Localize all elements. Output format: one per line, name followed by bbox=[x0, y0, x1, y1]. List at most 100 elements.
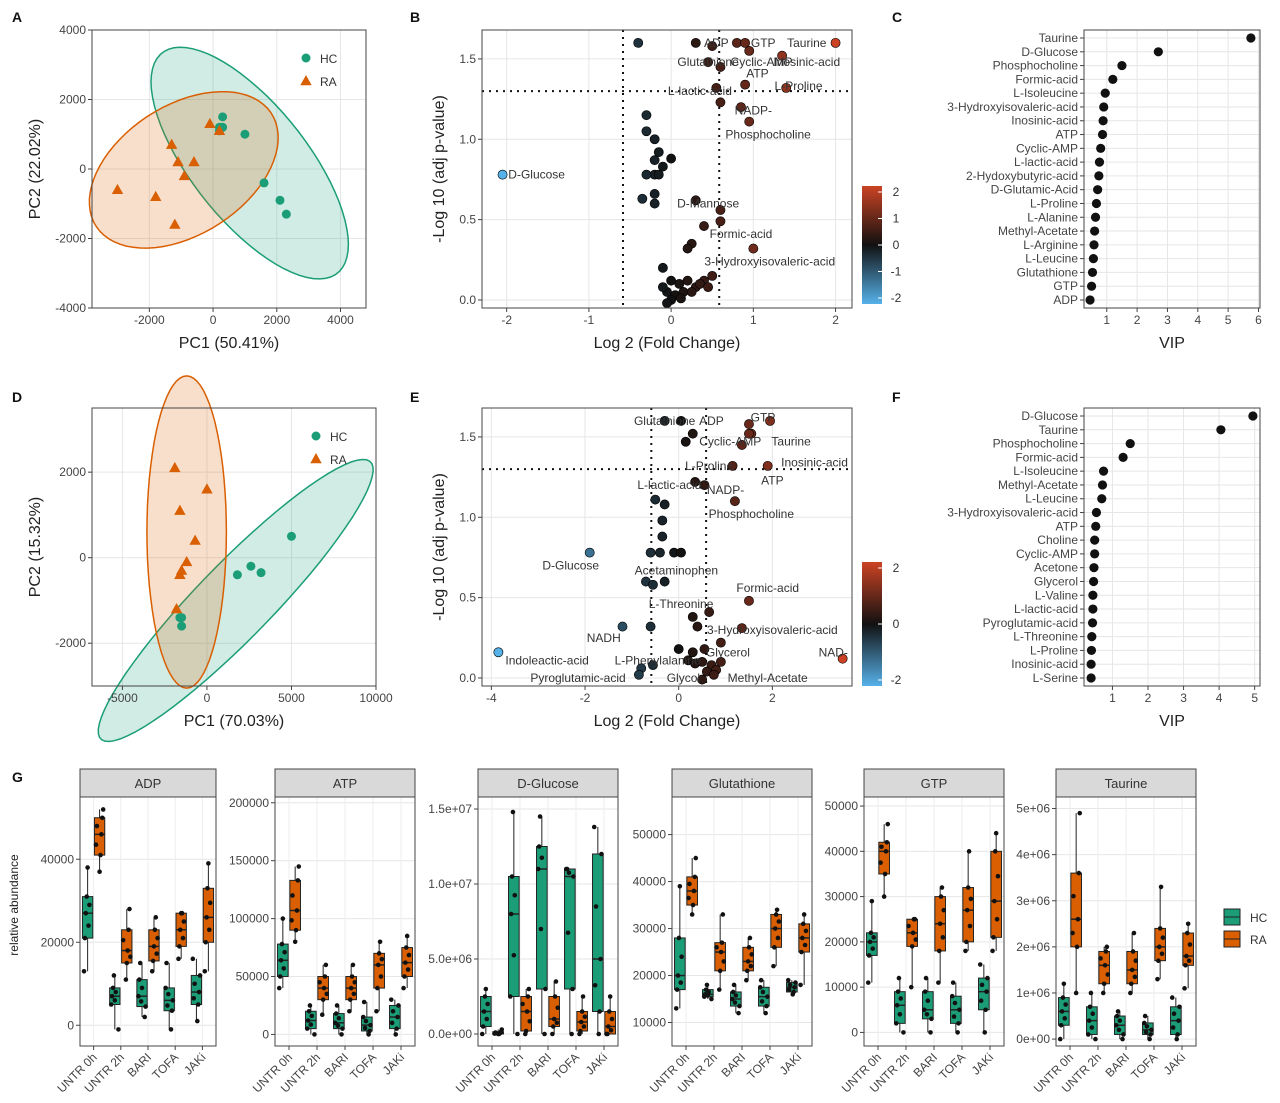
box-hc bbox=[592, 853, 604, 1012]
sample-point bbox=[1156, 944, 1162, 950]
vip-score-point bbox=[1086, 281, 1097, 291]
sample-point bbox=[334, 1003, 340, 1008]
metabolite-point bbox=[584, 547, 595, 558]
vip-score-point bbox=[1088, 254, 1099, 264]
plot-background-D bbox=[92, 408, 376, 686]
sample-point bbox=[901, 1030, 906, 1035]
metabolite-category-label: Cyclic-AMP bbox=[1016, 141, 1078, 155]
sample-point bbox=[894, 1002, 900, 1008]
metabolite-point bbox=[673, 644, 684, 654]
metabolite-category-label: Inosinic-acid bbox=[1011, 657, 1078, 671]
colorbar-tick-label: 2 bbox=[893, 185, 900, 199]
y-tick-label: 5.0e+06 bbox=[428, 952, 472, 966]
metabolite-point bbox=[633, 37, 644, 48]
sample-point bbox=[278, 957, 284, 963]
panel-letter-A: A bbox=[12, 9, 22, 25]
data-point-ra bbox=[175, 564, 188, 575]
metabolite-point bbox=[662, 298, 672, 309]
sample-point bbox=[758, 977, 764, 983]
x-tick-label: 3 bbox=[1164, 313, 1171, 327]
metabolite-label: Inosinic-acid bbox=[781, 456, 848, 470]
x-tick-label: 0 bbox=[204, 691, 211, 705]
x-tick-label: 1 bbox=[1109, 691, 1116, 705]
metabolite-category-label: Taurine bbox=[1039, 31, 1079, 45]
metabolite-point bbox=[744, 428, 754, 439]
sample-point bbox=[956, 1021, 961, 1026]
sample-point bbox=[554, 1020, 560, 1026]
metabolite-point bbox=[715, 637, 726, 648]
metabolite-point bbox=[687, 612, 698, 622]
sample-point bbox=[898, 996, 904, 1001]
sample-point bbox=[591, 824, 597, 830]
sample-point bbox=[990, 948, 995, 954]
sample-point bbox=[293, 927, 299, 933]
sample-point bbox=[939, 885, 945, 890]
y-tick-label: 0 bbox=[67, 1018, 74, 1032]
metabolite-label: Phosphocholine bbox=[725, 127, 811, 141]
sample-point bbox=[923, 975, 929, 981]
sample-point bbox=[582, 1014, 588, 1020]
confidence-ellipse-hc bbox=[97, 458, 374, 743]
sample-point bbox=[394, 1026, 399, 1031]
vip-score-point bbox=[1088, 590, 1098, 600]
sample-point bbox=[884, 839, 890, 845]
x-category-label: BARI bbox=[1102, 1050, 1132, 1080]
sample-point bbox=[332, 1020, 338, 1026]
sample-point bbox=[405, 967, 411, 972]
data-point-hc bbox=[177, 621, 187, 631]
sample-point bbox=[83, 910, 89, 916]
x-tick-label: 5 bbox=[1225, 313, 1232, 327]
sample-point bbox=[709, 996, 714, 1002]
metabolite-label: D-Glucose bbox=[542, 558, 599, 572]
box-ra bbox=[289, 879, 301, 931]
sample-point bbox=[922, 989, 928, 994]
metabolite-label: L-Phenylalanine bbox=[615, 653, 701, 667]
metabolite-label: Acetaminophen bbox=[635, 563, 718, 577]
plot-frame-C bbox=[1083, 29, 1261, 309]
y-tick-label: 4000 bbox=[59, 23, 86, 37]
sample-point bbox=[673, 1006, 679, 1011]
sample-point bbox=[282, 949, 287, 955]
x-tick-label: 10000 bbox=[359, 691, 393, 705]
x-tick-label: 0 bbox=[668, 313, 675, 327]
sample-point bbox=[936, 980, 941, 985]
metabolite-label: Methyl-Acetate bbox=[728, 671, 808, 685]
sample-point bbox=[347, 1008, 352, 1014]
sample-point bbox=[733, 993, 739, 998]
sample-point bbox=[676, 935, 682, 941]
sample-point bbox=[691, 888, 697, 894]
sample-point bbox=[536, 844, 542, 849]
sample-point bbox=[113, 989, 119, 995]
colorbar-tick-label: 2 bbox=[893, 561, 900, 575]
sample-point bbox=[984, 989, 989, 994]
vip-score-point bbox=[1099, 102, 1109, 112]
metabolite-point bbox=[666, 153, 677, 164]
x-axis-title: VIP bbox=[1159, 713, 1185, 730]
vip-score-point bbox=[1090, 549, 1100, 559]
sample-point bbox=[1100, 990, 1106, 996]
sample-point bbox=[537, 814, 543, 819]
metabolite-category-label: 3-Hydroxyisovaleric-acid bbox=[947, 506, 1078, 520]
sample-point bbox=[280, 916, 286, 921]
facet-strip bbox=[1055, 768, 1197, 798]
metabolite-point bbox=[649, 134, 660, 145]
vip-score-point bbox=[1097, 494, 1107, 504]
sample-point bbox=[1156, 958, 1161, 963]
sample-point bbox=[793, 980, 798, 985]
sample-point bbox=[480, 1024, 486, 1029]
colorbar-tick-label: -2 bbox=[891, 673, 902, 687]
metabolite-category-label: Methyl-Acetate bbox=[998, 478, 1078, 492]
x-tick-label: -2 bbox=[501, 313, 512, 327]
sample-point bbox=[571, 874, 576, 879]
sample-point bbox=[87, 902, 92, 908]
sample-point bbox=[679, 954, 684, 960]
sample-point bbox=[1121, 1032, 1126, 1037]
sample-point bbox=[1102, 963, 1108, 968]
vip-score-point bbox=[1248, 411, 1258, 421]
data-point-hc bbox=[259, 178, 269, 188]
sample-point bbox=[180, 935, 186, 941]
x-tick-label: 3 bbox=[1180, 691, 1187, 705]
y-tick-label: 100000 bbox=[229, 912, 269, 926]
sample-point bbox=[81, 969, 87, 974]
